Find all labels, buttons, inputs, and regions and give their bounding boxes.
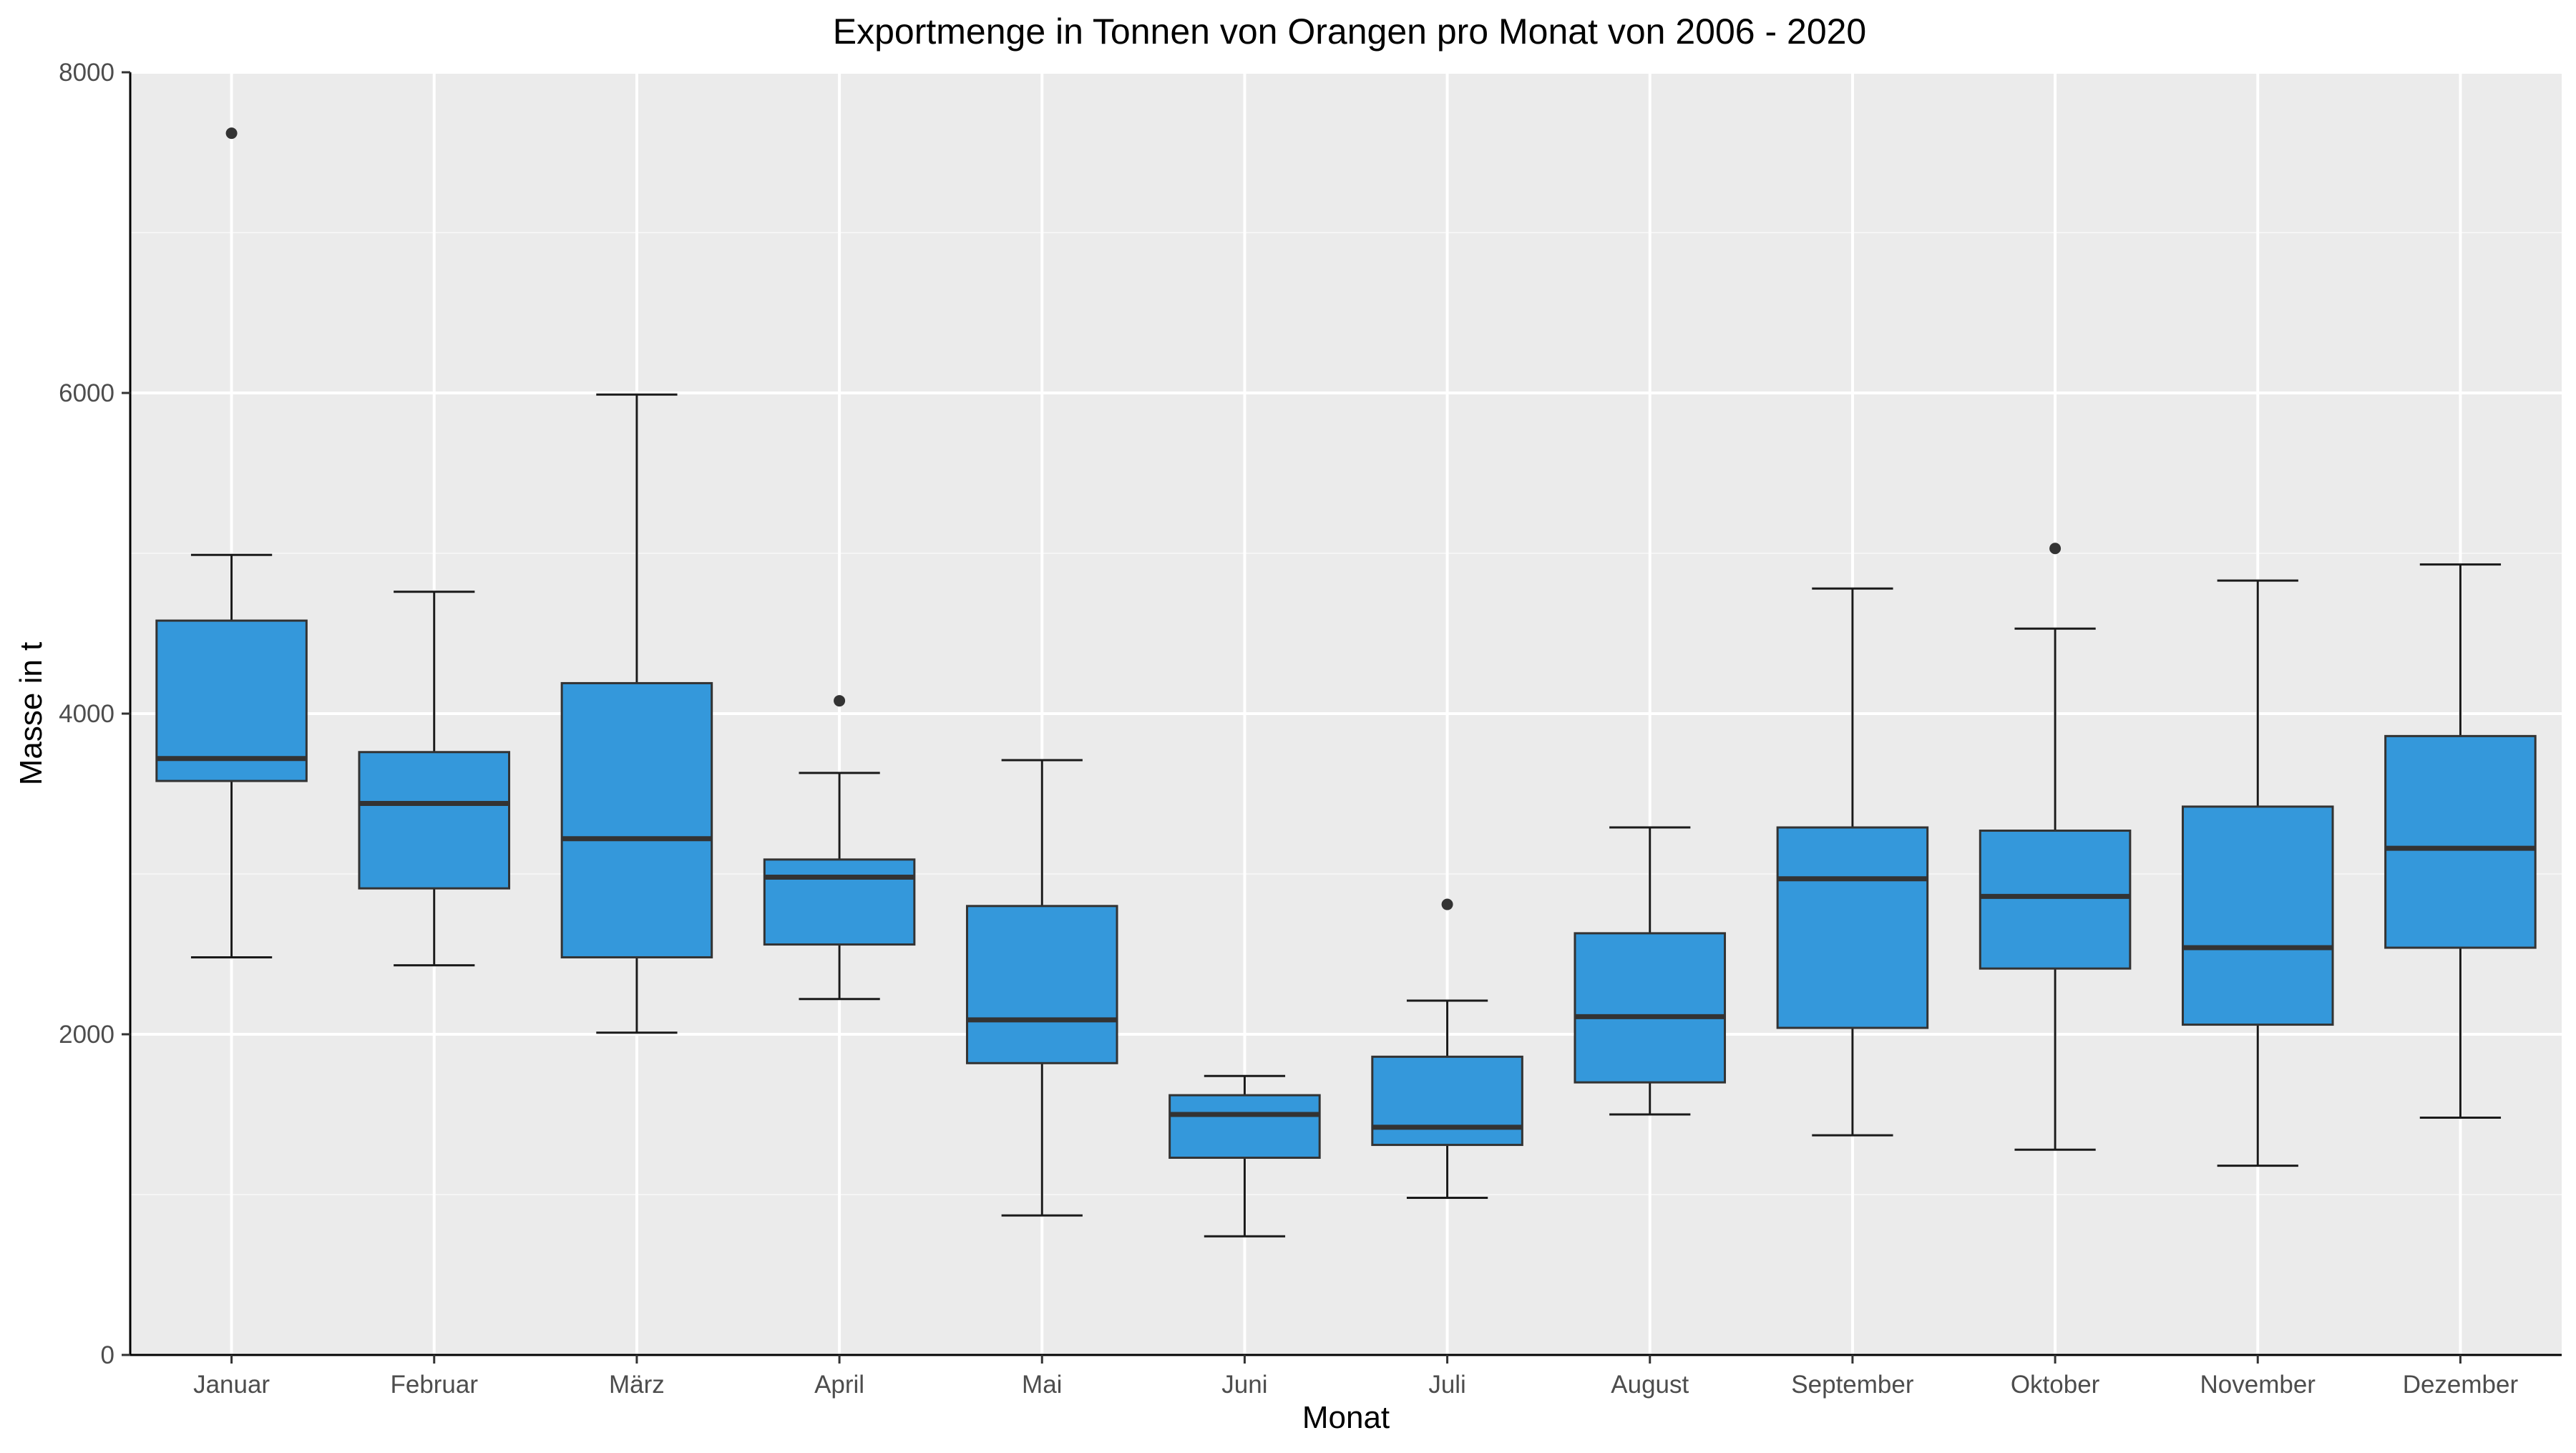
box-dezember xyxy=(2384,563,2537,1119)
iqr-box xyxy=(1169,1094,1321,1159)
x-tick-label: August xyxy=(1611,1371,1689,1399)
x-axis-title: Monat xyxy=(1302,1400,1390,1435)
x-tick-label: Juni xyxy=(1221,1371,1267,1399)
box-märz xyxy=(560,393,713,1034)
x-tick-label: Januar xyxy=(193,1371,270,1399)
x-tick-label: Mai xyxy=(1022,1371,1062,1399)
y-tick-label: 8000 xyxy=(59,59,114,87)
y-tick-label: 2000 xyxy=(59,1021,114,1049)
iqr-box xyxy=(155,619,308,782)
outlier-point xyxy=(834,695,846,707)
box-mai xyxy=(965,759,1118,1217)
iqr-box xyxy=(763,858,916,946)
box-april xyxy=(763,695,916,1001)
x-tick-label: Oktober xyxy=(2011,1371,2100,1399)
x-tick-label: September xyxy=(1791,1371,1914,1399)
outlier-point xyxy=(225,127,238,140)
x-tick-label: April xyxy=(814,1371,864,1399)
chart-title: Exportmenge in Tonnen von Orangen pro Mo… xyxy=(833,11,1867,52)
y-tick-label: 4000 xyxy=(59,700,114,728)
outlier-point xyxy=(2049,543,2062,555)
box-series xyxy=(155,127,2537,1238)
axes: 0 2000 4000 6000 8000 Januar Februar März April M… xyxy=(59,59,2562,1399)
x-tick-label: Juli xyxy=(1428,1371,1466,1399)
box-oktober xyxy=(1979,543,2132,1151)
box-januar xyxy=(155,127,308,958)
box-august xyxy=(1574,826,1727,1116)
x-tick-label: November xyxy=(2200,1371,2316,1399)
outlier-point xyxy=(1441,898,1453,910)
iqr-box xyxy=(1979,830,2132,970)
iqr-box xyxy=(358,751,511,890)
iqr-box xyxy=(2384,734,2537,949)
box-juli xyxy=(1371,898,1523,1199)
y-tick-label: 6000 xyxy=(59,379,114,407)
y-tick-label: 0 xyxy=(101,1341,114,1369)
x-tick-label: Februar xyxy=(390,1371,478,1399)
iqr-box xyxy=(965,905,1118,1064)
x-tick-label: März xyxy=(609,1371,665,1399)
iqr-box xyxy=(560,681,713,958)
y-axis-title: Masse in t xyxy=(14,642,49,786)
iqr-box xyxy=(1574,932,1727,1084)
box-september xyxy=(1776,587,1929,1137)
iqr-box xyxy=(1776,826,1929,1029)
box-juni xyxy=(1169,1074,1321,1238)
x-tick-label: Dezember xyxy=(2403,1371,2519,1399)
iqr-box xyxy=(2181,805,2334,1026)
iqr-box xyxy=(1371,1055,1523,1147)
box-november xyxy=(2181,579,2334,1167)
box-februar xyxy=(358,591,511,967)
